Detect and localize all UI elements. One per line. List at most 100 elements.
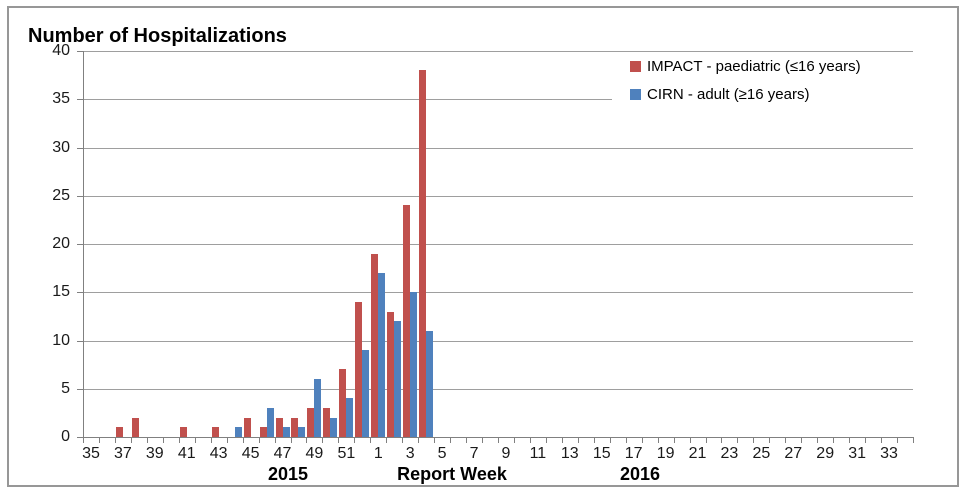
y-axis-tick — [77, 388, 83, 390]
x-axis-tick — [210, 438, 212, 443]
h-gridline-30 — [83, 147, 913, 149]
x-axis-tick — [833, 438, 835, 443]
bar-impact-w45 — [243, 417, 251, 437]
x-axis-tick — [114, 438, 116, 443]
x-axis-line — [83, 437, 914, 438]
x-tick-label-w47: 47 — [273, 445, 292, 462]
x-axis-tick — [785, 438, 787, 443]
x-axis-tick — [801, 438, 803, 443]
x-axis-tick — [897, 438, 899, 443]
x-axis-tick — [577, 438, 579, 443]
x-axis-tick — [83, 438, 84, 443]
x-axis-tick — [370, 438, 372, 443]
x-axis-tick — [609, 438, 611, 443]
h-gridline-5 — [83, 388, 913, 390]
bar-cirn-w2 — [394, 321, 402, 437]
x-tick-label-w49: 49 — [305, 445, 324, 462]
x-axis-tick — [130, 438, 132, 443]
x-axis-tick — [178, 438, 180, 443]
x-axis-tick — [306, 438, 308, 443]
x-axis-tick — [402, 438, 404, 443]
y-axis-line — [83, 51, 84, 438]
x-axis-tick — [274, 438, 276, 443]
x-tick-label-w15: 15 — [592, 445, 611, 462]
y-axis-tick — [77, 340, 83, 342]
h-gridline-25 — [83, 195, 913, 197]
impact-series-swatch-icon — [630, 60, 641, 72]
bar-impact-w43 — [211, 427, 219, 437]
bar-impact-w41 — [179, 427, 187, 437]
x-tick-label-w41: 41 — [177, 445, 196, 462]
x-axis-tick — [338, 438, 340, 443]
x-tick-label-w39: 39 — [145, 445, 164, 462]
x-axis-tick — [705, 438, 707, 443]
y-tick-label-10: 10 — [52, 331, 70, 349]
x-tick-label-w3: 3 — [405, 445, 415, 462]
x-axis-tick — [865, 438, 867, 443]
y-axis-tick — [77, 244, 83, 245]
y-tick-label-20: 20 — [52, 235, 70, 252]
x-axis-tick — [529, 438, 531, 443]
h-gridline-40 — [83, 51, 913, 52]
y-tick-label-30: 30 — [52, 138, 70, 156]
x-tick-label-w43: 43 — [209, 445, 228, 462]
year-label-2015: 2015 — [267, 464, 309, 484]
x-axis-tick — [673, 438, 675, 443]
y-axis-tick — [77, 147, 83, 149]
cirn-series-swatch-icon — [630, 88, 641, 100]
bar-impact-w52 — [355, 301, 363, 437]
bar-impact-w48 — [291, 417, 299, 437]
x-axis-tick — [290, 438, 292, 443]
x-axis-tick — [418, 438, 420, 443]
y-tick-label-35: 35 — [52, 90, 70, 108]
bar-impact-w50 — [323, 408, 331, 437]
x-axis-tick — [226, 438, 228, 443]
h-gridline-10 — [83, 340, 913, 342]
x-axis-tick — [498, 438, 499, 443]
x-axis-tick — [98, 438, 100, 443]
x-axis-tick — [354, 438, 356, 443]
x-tick-label-w31: 31 — [848, 445, 867, 462]
x-tick-label-w37: 37 — [113, 445, 132, 462]
x-axis-tick — [386, 438, 388, 443]
y-axis-tick — [77, 195, 83, 197]
bar-impact-w49 — [307, 408, 315, 437]
x-tick-label-w17: 17 — [624, 445, 643, 462]
x-axis-tick — [561, 438, 563, 443]
bar-impact-w37 — [115, 427, 123, 437]
x-axis-tick — [641, 438, 643, 443]
x-axis-tick — [434, 438, 436, 443]
y-axis-tick — [77, 292, 83, 294]
x-axis-tick — [689, 438, 691, 443]
x-tick-label-w29: 29 — [816, 445, 835, 462]
bar-cirn-w50 — [330, 417, 338, 437]
x-tick-label-w27: 27 — [784, 445, 803, 462]
x-tick-label-w1: 1 — [373, 445, 383, 462]
y-tick-label-15: 15 — [52, 283, 70, 301]
x-tick-label-w23: 23 — [720, 445, 739, 462]
x-axis-tick — [545, 438, 547, 443]
bar-impact-w1 — [371, 253, 379, 437]
x-tick-label-w11: 11 — [529, 445, 547, 462]
x-axis-tick — [881, 438, 883, 443]
legend-label-impact: IMPACT - paediatric (≤16 years) — [647, 57, 861, 75]
y-axis-tick — [77, 437, 83, 438]
x-tick-label-w33: 33 — [880, 445, 898, 462]
bar-cirn-w52 — [362, 350, 370, 437]
x-tick-label-w19: 19 — [656, 445, 675, 462]
bar-impact-w2 — [387, 311, 395, 437]
bar-impact-w51 — [339, 369, 347, 437]
chart-title: Number of Hospitalizations — [28, 25, 287, 47]
y-axis-tick — [77, 99, 83, 101]
bar-impact-w3 — [403, 205, 411, 437]
x-axis-tick — [737, 438, 739, 443]
x-axis-tick — [258, 438, 260, 443]
x-axis-tick — [242, 438, 244, 443]
x-tick-label-w45: 45 — [241, 445, 260, 462]
x-tick-label-w7: 7 — [469, 445, 479, 462]
h-gridline-15 — [83, 292, 913, 294]
bar-cirn-w3 — [410, 292, 418, 437]
x-axis-tick — [593, 438, 595, 443]
y-tick-label-40: 40 — [52, 42, 70, 59]
x-axis-tick — [753, 438, 755, 443]
